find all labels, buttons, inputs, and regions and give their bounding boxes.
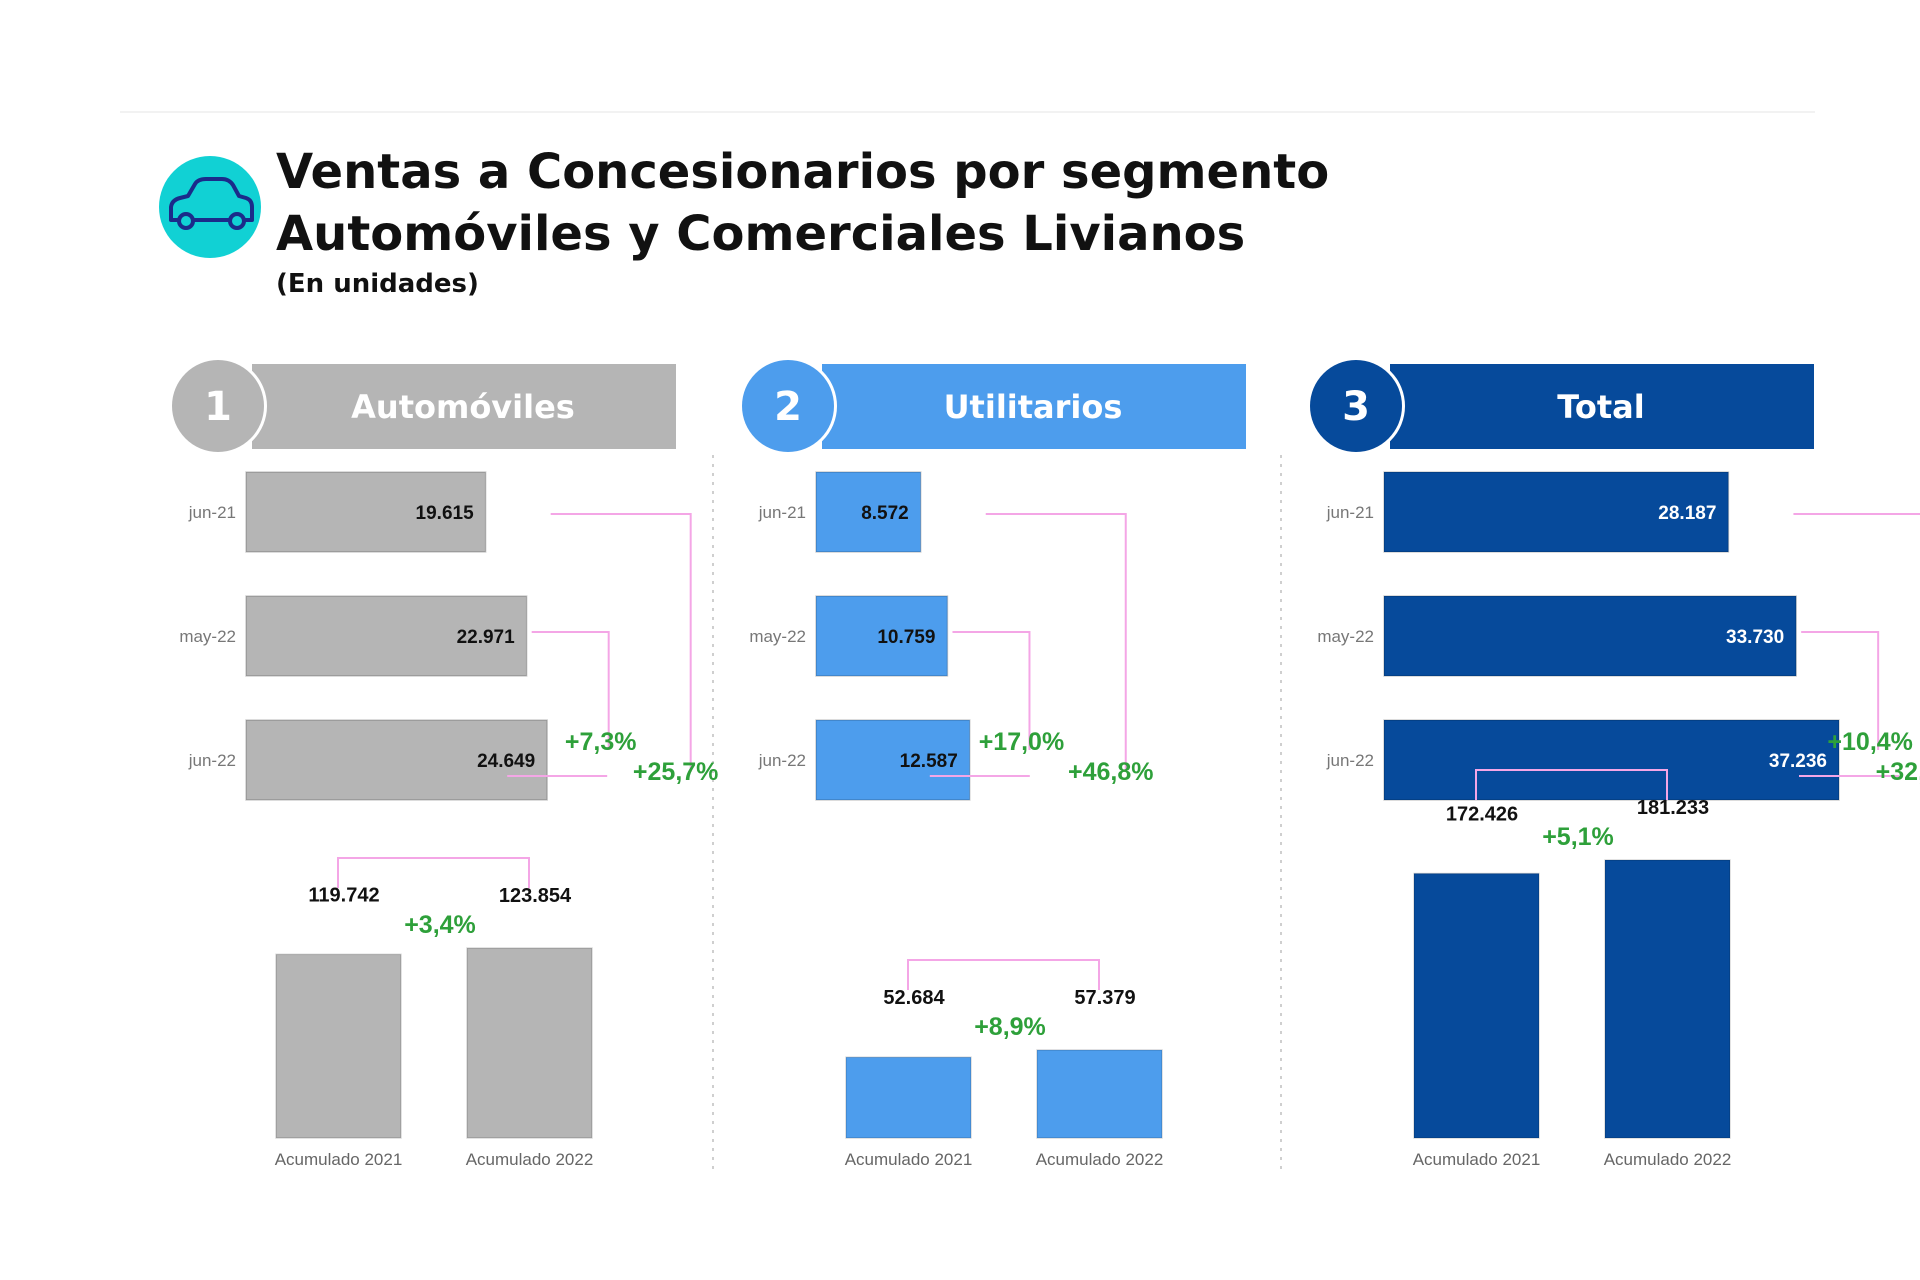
bar: [245, 471, 487, 553]
accumulated-change-label: +3,4%: [404, 911, 476, 939]
panel-number-circle: [172, 360, 264, 452]
panel-title: Total: [1557, 388, 1644, 426]
accumulated-connector: [907, 958, 1100, 990]
category-label: jun-21: [758, 503, 806, 522]
car-icon: [169, 177, 254, 230]
accumulated-bar: [275, 953, 402, 1139]
accumulated-bar: [1604, 859, 1731, 1139]
panel-title: Utilitarios: [944, 388, 1123, 426]
change-label: +10,4%: [1827, 728, 1913, 756]
change-label: +32,1%: [1876, 758, 1920, 786]
accumulated-connector: [337, 857, 530, 889]
change-label: +25,7%: [633, 758, 719, 786]
category-label: jun-22: [188, 751, 236, 770]
accumulated-bar: [1413, 872, 1540, 1139]
panel-number-circle: [1310, 360, 1402, 452]
category-label: may-22: [1317, 627, 1374, 646]
category-label: jun-22: [1326, 751, 1374, 770]
bar: [815, 595, 949, 677]
accumulated-change-label: +8,9%: [974, 1013, 1046, 1041]
category-label: may-22: [179, 627, 236, 646]
accumulated-category-label: Acumulado 2021: [275, 1150, 403, 1169]
bar: [815, 471, 922, 553]
accumulated-category-label: Acumulado 2022: [1036, 1150, 1164, 1169]
accumulated-bar: [1036, 1049, 1163, 1139]
change-label: +46,8%: [1068, 758, 1154, 786]
bar-value-label: 24.649: [477, 751, 535, 772]
chart-subtitle: (En unidades): [276, 269, 479, 299]
panel-title: Automóviles: [351, 388, 575, 426]
accumulated-value-label: 172.426: [1446, 804, 1518, 826]
accumulated-value-label: 123.854: [499, 885, 572, 907]
comparison-connector: [1793, 513, 1920, 515]
accumulated-category-label: Acumulado 2022: [1604, 1150, 1732, 1169]
accumulated-value-label: 119.742: [308, 884, 379, 906]
accumulated-category-label: Acumulado 2021: [1413, 1150, 1541, 1169]
bar-value-label: 22.971: [457, 627, 516, 648]
accumulated-change-label: +5,1%: [1542, 823, 1614, 851]
accumulated-bar: [845, 1056, 972, 1139]
bar-value-label: 28.187: [1658, 503, 1716, 524]
utilitarios-panel: 2 Utilitarios jun-21 8.572 may-22 10.759 jun-2…: [739, 357, 1246, 1169]
panel-header-band: [1390, 364, 1814, 449]
bar-value-label: 10.759: [877, 627, 935, 648]
automoviles-panel: 1 Automóviles jun-21 19.615 may-22 22.971 jun-…: [169, 357, 718, 1169]
comparison-connector: [550, 513, 692, 772]
comparison-connector: [952, 631, 1031, 750]
accumulated-value-label: 57.379: [1074, 987, 1135, 1009]
chart-title-line1: Ventas a Concesionarios por segmento: [276, 144, 1329, 200]
bar: [1383, 471, 1730, 553]
bar-value-label: 33.730: [1726, 627, 1784, 648]
bar: [1383, 595, 1797, 677]
car-icon-badge: [159, 156, 261, 258]
panel-number-circle: [742, 360, 834, 452]
change-label: +17,0%: [979, 728, 1064, 756]
bar: [1383, 719, 1840, 801]
change-label: +7,3%: [565, 728, 637, 756]
bar-value-label: 37.236: [1769, 751, 1827, 772]
panel-header-band: [252, 364, 676, 449]
category-label: jun-22: [758, 751, 806, 770]
category-label: may-22: [749, 627, 806, 646]
bar: [815, 719, 971, 801]
chart-title-line2: Automóviles y Comerciales Livianos: [276, 206, 1245, 262]
bar: [245, 719, 548, 801]
accumulated-category-label: Acumulado 2021: [845, 1150, 973, 1169]
category-label: jun-21: [1326, 503, 1374, 522]
comparison-connector: [1801, 631, 1880, 750]
panel-number: 2: [774, 384, 802, 430]
bar-value-label: 8.572: [861, 503, 909, 524]
panel-number: 3: [1342, 384, 1370, 430]
accumulated-value-label: 181.233: [1637, 797, 1709, 819]
category-label: jun-21: [188, 503, 236, 522]
total-panel: 3 Total jun-21 28.187 may-22 33.730 jun-22 37.2…: [1307, 357, 1920, 1169]
bar-value-label: 19.615: [416, 503, 475, 524]
bar-value-label: 12.587: [900, 751, 958, 772]
panel-header-band: [822, 364, 1246, 449]
accumulated-bar: [466, 947, 593, 1139]
accumulated-value-label: 52.684: [883, 987, 945, 1009]
accumulated-category-label: Acumulado 2022: [466, 1150, 594, 1169]
bar: [245, 595, 528, 677]
panel-number: 1: [204, 384, 232, 430]
accumulated-connector: [1475, 769, 1668, 800]
comparison-connector: [531, 631, 610, 750]
comparison-connector: [985, 513, 1127, 772]
